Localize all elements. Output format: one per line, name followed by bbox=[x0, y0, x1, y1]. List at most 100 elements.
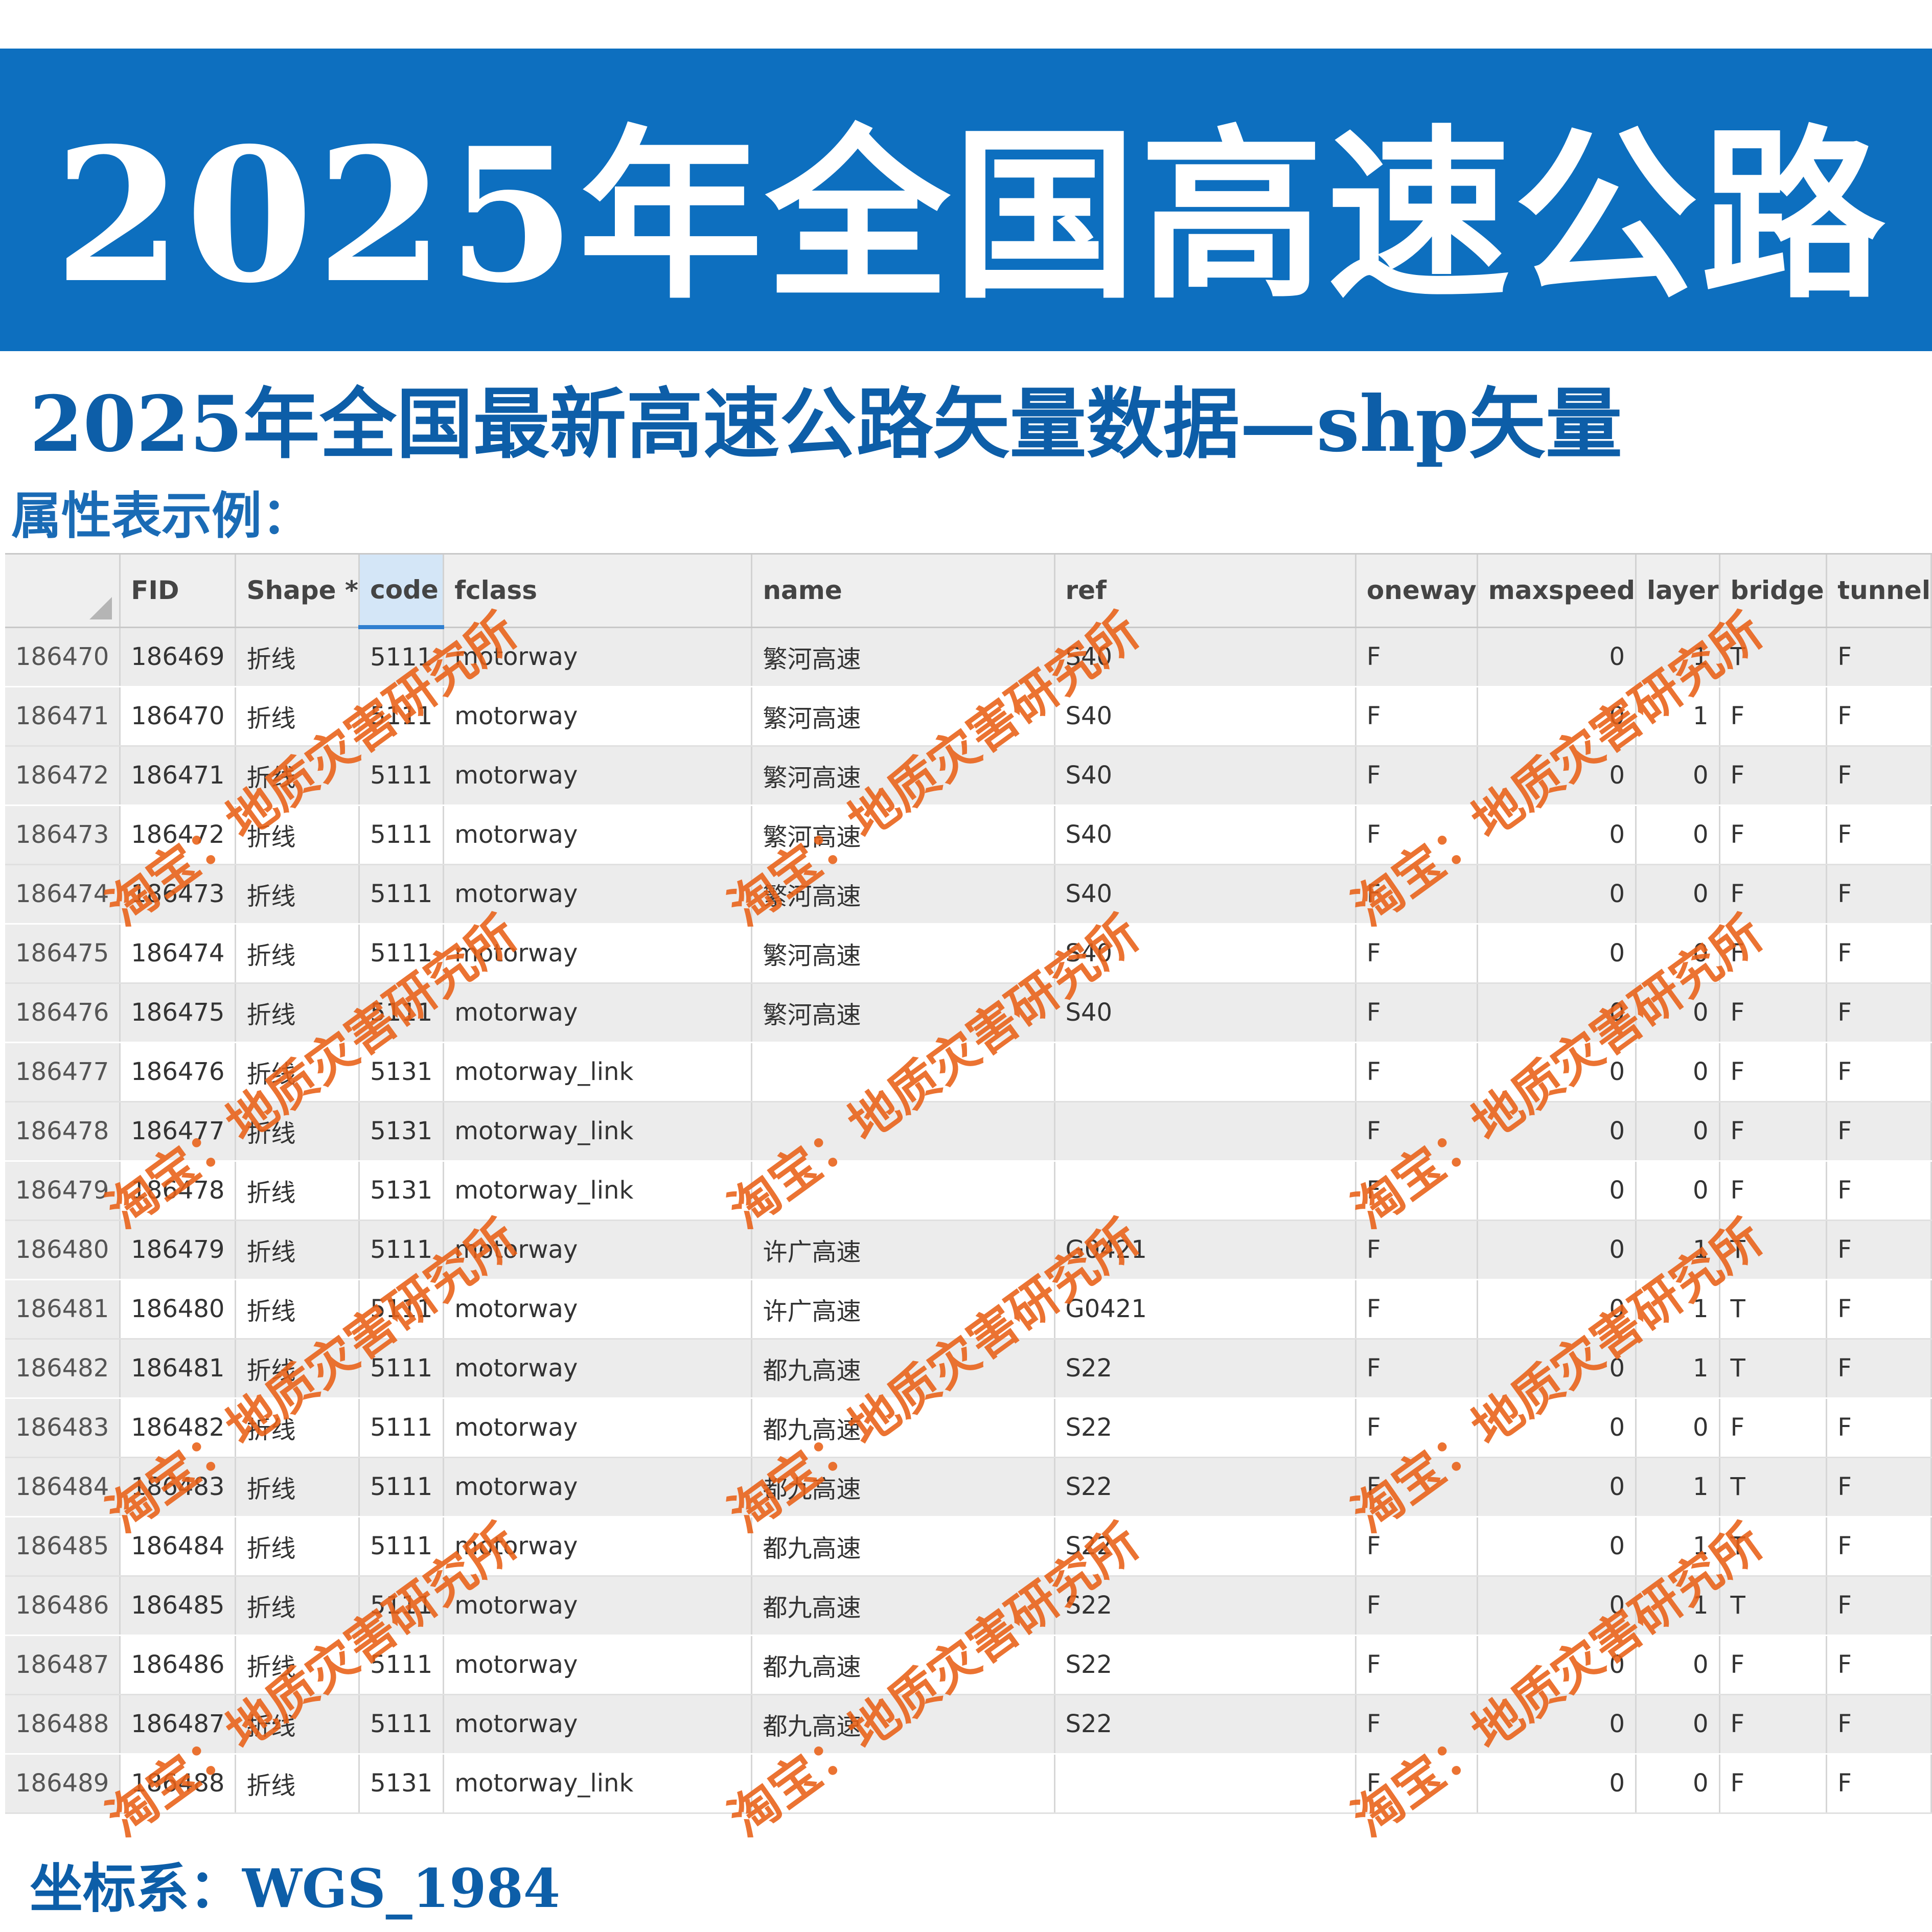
column-header[interactable]: tunnel bbox=[1826, 555, 1932, 628]
table-cell[interactable]: F bbox=[1355, 746, 1478, 806]
table-cell[interactable]: motorway_link bbox=[443, 1161, 753, 1221]
table-cell[interactable]: 折线 bbox=[235, 1220, 360, 1280]
table-cell[interactable]: F bbox=[1719, 1042, 1828, 1102]
table-cell[interactable]: F bbox=[1826, 1576, 1932, 1636]
table-cell[interactable]: F bbox=[1719, 1398, 1828, 1458]
table-cell[interactable]: S40 bbox=[1054, 864, 1356, 925]
table-cell[interactable]: G0421 bbox=[1054, 1279, 1356, 1340]
table-cell[interactable]: 折线 bbox=[235, 864, 360, 925]
table-cell[interactable]: motorway bbox=[443, 924, 753, 984]
table-cell[interactable]: 0 bbox=[1477, 1635, 1637, 1695]
table-cell[interactable]: 折线 bbox=[235, 1635, 360, 1695]
table-cell[interactable]: S40 bbox=[1054, 627, 1356, 687]
table-cell[interactable]: F bbox=[1355, 805, 1478, 865]
table-row[interactable]: 186477 186476 折线 5131 motorway_link F 0 0 F F bbox=[5, 1042, 1932, 1102]
table-row[interactable]: 186476 186475 折线 5111 motorway 繁河高速 S40 F 0 0 F F bbox=[5, 983, 1932, 1043]
row-header-cell[interactable]: 186484 bbox=[5, 1457, 121, 1517]
table-cell[interactable]: 都九高速 bbox=[751, 1694, 1055, 1755]
table-cell[interactable]: 186472 bbox=[120, 805, 237, 865]
table-cell[interactable]: 0 bbox=[1636, 1635, 1720, 1695]
table-cell[interactable]: 折线 bbox=[235, 983, 360, 1043]
table-cell[interactable]: F bbox=[1719, 864, 1828, 925]
table-cell[interactable]: S22 bbox=[1054, 1339, 1356, 1399]
table-cell[interactable]: 1 bbox=[1636, 1457, 1720, 1517]
table-cell[interactable]: F bbox=[1355, 1635, 1478, 1695]
table-cell[interactable]: 0 bbox=[1477, 1042, 1637, 1102]
table-cell[interactable]: motorway bbox=[443, 983, 753, 1043]
row-header-cell[interactable]: 186475 bbox=[5, 924, 121, 984]
table-cell[interactable]: 都九高速 bbox=[751, 1339, 1055, 1399]
table-cell[interactable]: 186488 bbox=[120, 1754, 237, 1814]
select-all-corner[interactable] bbox=[5, 555, 121, 628]
table-cell[interactable]: F bbox=[1355, 983, 1478, 1043]
table-cell[interactable]: 0 bbox=[1636, 1101, 1720, 1162]
table-cell[interactable]: 0 bbox=[1636, 864, 1720, 925]
table-cell[interactable]: 186476 bbox=[120, 1042, 237, 1102]
table-cell[interactable]: 5111 bbox=[359, 1279, 445, 1340]
table-cell[interactable]: motorway_link bbox=[443, 1042, 753, 1102]
table-cell[interactable]: T bbox=[1719, 1516, 1828, 1577]
table-cell[interactable]: F bbox=[1826, 864, 1932, 925]
table-cell[interactable]: 0 bbox=[1636, 1754, 1720, 1814]
table-cell[interactable]: 0 bbox=[1477, 1279, 1637, 1340]
table-cell[interactable]: 折线 bbox=[235, 1161, 360, 1221]
table-cell[interactable]: motorway bbox=[443, 1635, 753, 1695]
table-cell[interactable]: 5111 bbox=[359, 686, 445, 747]
table-cell[interactable]: 186483 bbox=[120, 1457, 237, 1517]
row-header-cell[interactable]: 186489 bbox=[5, 1754, 121, 1814]
table-cell[interactable]: F bbox=[1826, 1457, 1932, 1517]
table-cell[interactable]: 0 bbox=[1477, 1694, 1637, 1755]
table-cell[interactable]: 1 bbox=[1636, 1279, 1720, 1340]
table-cell[interactable]: F bbox=[1826, 1161, 1932, 1221]
table-cell[interactable]: 0 bbox=[1477, 1398, 1637, 1458]
table-cell[interactable]: 折线 bbox=[235, 1042, 360, 1102]
table-cell[interactable]: motorway bbox=[443, 805, 753, 865]
row-header-cell[interactable]: 186472 bbox=[5, 746, 121, 806]
table-cell[interactable]: 许广高速 bbox=[751, 1279, 1055, 1340]
column-header[interactable]: FID bbox=[120, 555, 237, 628]
table-cell[interactable]: 1 bbox=[1636, 686, 1720, 747]
row-header-cell[interactable]: 186477 bbox=[5, 1042, 121, 1102]
table-row[interactable]: 186489 186488 折线 5131 motorway_link F 0 0 F F bbox=[5, 1754, 1932, 1814]
column-header[interactable]: layer bbox=[1636, 555, 1720, 628]
table-cell[interactable]: 0 bbox=[1636, 805, 1720, 865]
table-cell[interactable]: 5131 bbox=[359, 1042, 445, 1102]
table-cell[interactable]: F bbox=[1826, 627, 1932, 687]
table-cell[interactable]: 5111 bbox=[359, 1576, 445, 1636]
row-header-cell[interactable]: 186486 bbox=[5, 1576, 121, 1636]
table-row[interactable]: 186479 186478 折线 5131 motorway_link F 0 0 F F bbox=[5, 1161, 1932, 1221]
table-row[interactable]: 186481 186480 折线 5111 motorway 许广高速 G0421 F 0 1 T F bbox=[5, 1279, 1932, 1340]
table-cell[interactable] bbox=[1054, 1754, 1356, 1814]
table-cell[interactable]: 都九高速 bbox=[751, 1576, 1055, 1636]
table-cell[interactable]: F bbox=[1355, 1754, 1478, 1814]
table-cell[interactable]: F bbox=[1826, 1694, 1932, 1755]
table-cell[interactable]: 都九高速 bbox=[751, 1516, 1055, 1577]
table-cell[interactable]: 5111 bbox=[359, 1694, 445, 1755]
table-cell[interactable]: 折线 bbox=[235, 746, 360, 806]
table-row[interactable]: 186478 186477 折线 5131 motorway_link F 0 0 F F bbox=[5, 1101, 1932, 1162]
table-cell[interactable]: 186479 bbox=[120, 1220, 237, 1280]
table-cell[interactable]: F bbox=[1355, 1279, 1478, 1340]
table-cell[interactable]: 5111 bbox=[359, 1457, 445, 1517]
table-cell[interactable]: F bbox=[1719, 1754, 1828, 1814]
table-cell[interactable]: motorway bbox=[443, 1576, 753, 1636]
table-cell[interactable]: F bbox=[1355, 1694, 1478, 1755]
table-cell[interactable]: F bbox=[1826, 1339, 1932, 1399]
table-cell[interactable]: F bbox=[1355, 1516, 1478, 1577]
table-cell[interactable]: 0 bbox=[1477, 983, 1637, 1043]
table-cell[interactable]: F bbox=[1826, 1220, 1932, 1280]
table-cell[interactable]: 186474 bbox=[120, 924, 237, 984]
table-cell[interactable]: 折线 bbox=[235, 1457, 360, 1517]
table-cell[interactable]: 繁河高速 bbox=[751, 983, 1055, 1043]
table-cell[interactable]: F bbox=[1719, 924, 1828, 984]
table-cell[interactable]: F bbox=[1719, 686, 1828, 747]
table-cell[interactable]: 折线 bbox=[235, 1339, 360, 1399]
table-cell[interactable]: 0 bbox=[1477, 686, 1637, 747]
table-cell[interactable]: 都九高速 bbox=[751, 1457, 1055, 1517]
table-cell[interactable]: 繁河高速 bbox=[751, 864, 1055, 925]
table-cell[interactable]: motorway bbox=[443, 1398, 753, 1458]
table-cell[interactable]: S40 bbox=[1054, 805, 1356, 865]
table-cell[interactable]: T bbox=[1719, 1279, 1828, 1340]
table-cell[interactable]: F bbox=[1719, 983, 1828, 1043]
table-cell[interactable]: 5131 bbox=[359, 1754, 445, 1814]
